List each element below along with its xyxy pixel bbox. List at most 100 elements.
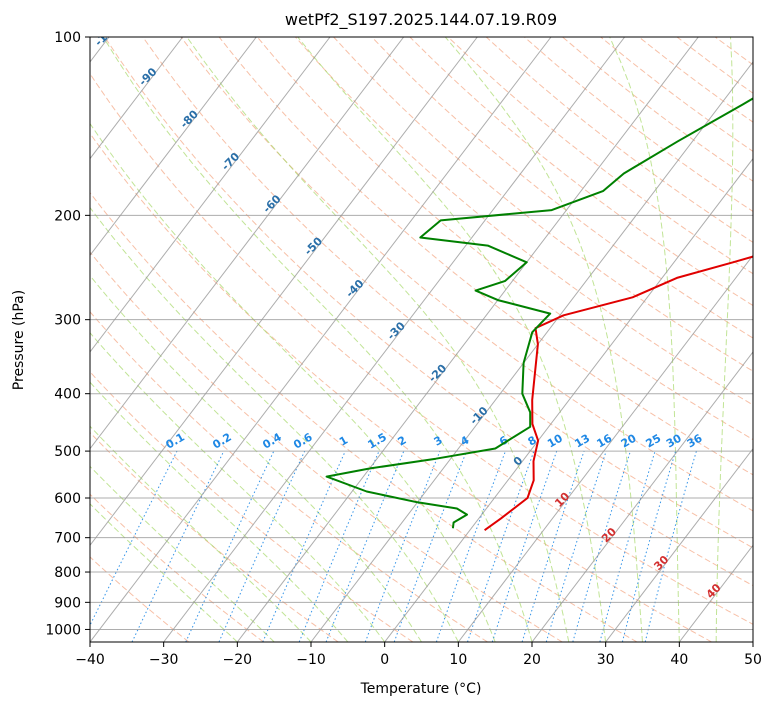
moist-adiabat — [90, 465, 275, 642]
y-tick-label: 800 — [54, 565, 81, 581]
x-tick-label: 30 — [597, 652, 615, 668]
moist-adiabat — [609, 37, 680, 642]
isotherm-label: -100 — [92, 20, 121, 49]
dry-adiabat — [714, 37, 753, 66]
mixing-ratio-label: 30 — [664, 431, 684, 450]
isotherm — [90, 37, 405, 450]
x-tick-label: −20 — [223, 652, 253, 668]
mixing-ratio-label: 2 — [395, 434, 408, 449]
dry-adiabat — [409, 37, 753, 307]
mixing-ratio-line — [90, 450, 178, 627]
x-tick-label: 50 — [744, 652, 762, 668]
y-tick-label: 400 — [54, 387, 81, 403]
mixing-ratio-line — [131, 450, 225, 642]
isotherm — [90, 37, 331, 353]
mixing-ratio-line — [218, 450, 306, 642]
isotherm — [605, 447, 753, 642]
moist-adiabat — [297, 37, 607, 642]
mixing-ratio-line — [185, 450, 275, 642]
dry-adiabat — [90, 556, 190, 642]
moist-adiabat — [715, 37, 734, 642]
dry-adiabat — [524, 37, 753, 213]
isotherm-label: -10 — [467, 404, 490, 427]
x-tick-label: 0 — [380, 652, 389, 668]
dry-adiabat — [90, 371, 414, 642]
mixing-ratio-line — [521, 450, 585, 642]
moist-adiabat — [102, 37, 533, 642]
y-axis-label: Pressure (hPa) — [11, 290, 27, 390]
mixing-ratio-label: 1 — [337, 434, 350, 449]
dry-adiabat — [90, 431, 339, 642]
chart-title: wetPf2_S197.2025.144.07.19.R09 — [285, 10, 557, 30]
x-tick-label: −30 — [149, 652, 179, 668]
y-tick-label: 100 — [54, 30, 81, 46]
mixing-ratio-label: 0.4 — [260, 430, 284, 451]
x-tick-label: 40 — [670, 652, 688, 668]
y-tick-label: 1000 — [45, 622, 81, 638]
mixing-ratio-label: 25 — [643, 432, 663, 451]
background-lines — [90, 37, 775, 642]
mixing-ratio-line — [435, 450, 506, 642]
y-tick-label: 300 — [54, 313, 81, 329]
moist-adiabat — [90, 206, 459, 642]
isotherm — [531, 351, 753, 642]
mixing-ratio-label: 13 — [572, 432, 592, 451]
mixing-ratio-label: 36 — [685, 431, 705, 450]
isotherm — [752, 641, 753, 642]
moist-adiabat — [186, 37, 570, 642]
x-tick-label: 20 — [523, 652, 541, 668]
x-tick-label: 10 — [449, 652, 467, 668]
isotherm — [90, 37, 478, 547]
mixing-ratio-line — [599, 450, 656, 642]
mixing-ratio-line — [572, 450, 631, 642]
profile-lines — [325, 97, 753, 532]
isotherm — [310, 61, 753, 642]
isotherm-label: 30 — [651, 553, 671, 573]
isotherm-label: 0 — [511, 454, 526, 469]
isotherm-label: -20 — [426, 362, 449, 385]
dry-adiabat — [180, 37, 753, 512]
isotherm — [90, 37, 184, 160]
x-tick-label: −10 — [296, 652, 326, 668]
mixing-ratio-line — [298, 450, 380, 642]
dry-adiabat — [333, 37, 753, 372]
moist-adiabat — [90, 332, 386, 642]
isotherm-label: -60 — [260, 192, 283, 215]
moist-adiabat — [90, 274, 422, 642]
dry-adiabat — [90, 251, 563, 642]
dry-adiabat — [142, 37, 753, 549]
dry-adiabat — [90, 132, 712, 642]
y-tick-label: 500 — [54, 444, 81, 460]
mixing-ratio-line — [393, 450, 468, 642]
dry-adiabat — [371, 37, 753, 339]
moist-adiabat — [752, 629, 753, 642]
axis-ticks: −40 −30 −20 −10 0 10 20 30 40 5010020030040050060… — [45, 30, 762, 668]
moist-adiabat — [444, 37, 643, 642]
isotherm — [678, 544, 753, 642]
dry-adiabat — [638, 37, 753, 123]
isotherm — [236, 37, 699, 642]
moist-adiabat — [90, 122, 496, 642]
mixing-ratio-label: 20 — [619, 431, 639, 450]
mixing-ratio-line — [545, 450, 607, 642]
mixing-ratio-label: 16 — [595, 431, 615, 450]
isotherm-label: -80 — [178, 107, 201, 130]
mixing-ratio-line — [644, 450, 697, 642]
y-tick-label: 700 — [54, 531, 81, 547]
mixing-ratio-label: 0.1 — [164, 431, 187, 452]
mixing-ratio-line — [467, 450, 535, 642]
dry-adiabat — [90, 191, 638, 642]
x-tick-label: −40 — [75, 652, 105, 668]
mixing-ratio-line — [364, 450, 441, 642]
isotherm — [90, 37, 257, 257]
isotherm — [163, 37, 626, 642]
dry-adiabat — [753, 37, 775, 642]
mixing-ratio-line — [621, 450, 677, 642]
dry-adiabat — [90, 493, 264, 642]
mixing-ratio-line — [491, 450, 558, 642]
dewpoint-profile — [325, 97, 753, 529]
y-tick-label: 600 — [54, 491, 81, 507]
isotherm — [90, 37, 552, 642]
